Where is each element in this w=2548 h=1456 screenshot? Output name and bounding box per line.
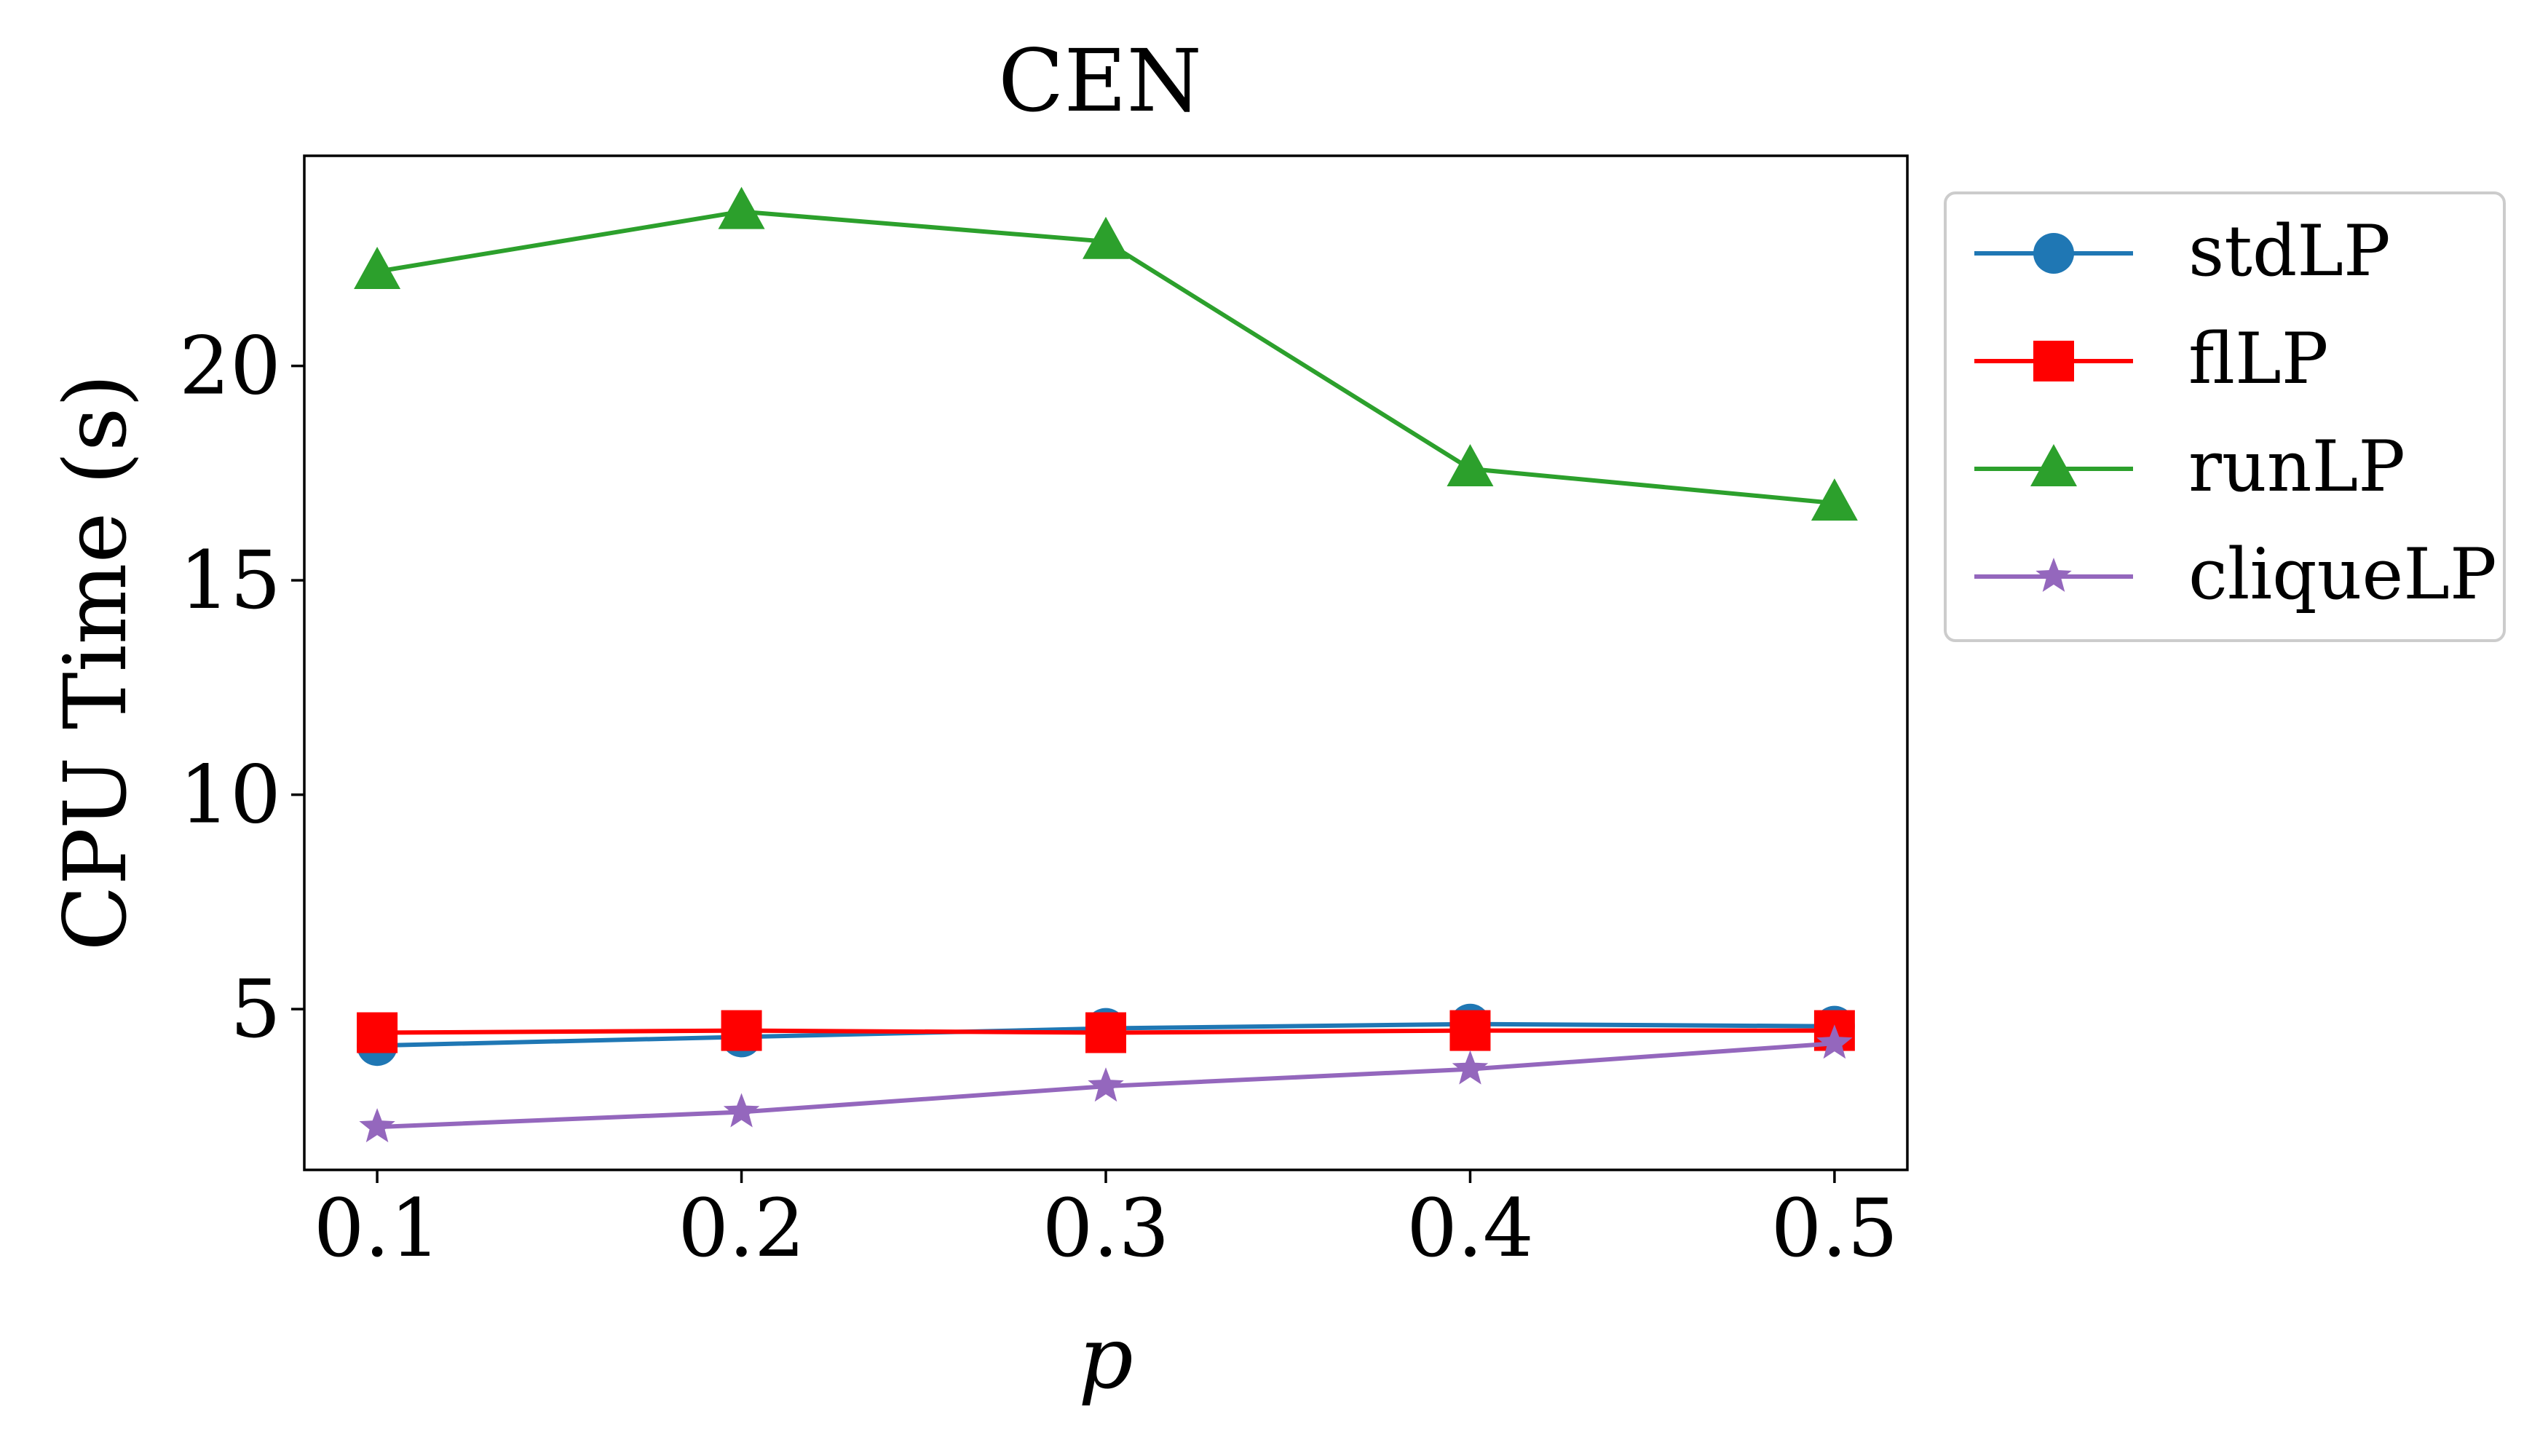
series-flLP [357, 1010, 1855, 1053]
y-tick-label: 20 [179, 320, 281, 413]
legend: stdLP flLP runLP cliqueLP [1944, 191, 2506, 642]
data-point-flLP [1449, 1010, 1491, 1051]
data-point-flLP [721, 1010, 762, 1051]
legend-frame [1944, 191, 2506, 642]
data-point-cliqueLP [359, 1108, 395, 1143]
data-point-cliqueLP [1088, 1067, 1124, 1102]
data-point-cliqueLP [1452, 1050, 1489, 1085]
data-point-runLP [1083, 216, 1129, 259]
x-axis-label: p [1078, 1307, 1133, 1408]
legend-label: stdLP [2188, 210, 2391, 292]
x-tick-label: 0.5 [1770, 1182, 1898, 1275]
y-tick-label: 5 [230, 962, 281, 1056]
x-tick-label: 0.3 [1042, 1182, 1170, 1275]
legend-entry-flLP: flLP [1974, 318, 2328, 400]
y-axis: 5 10 15 20 [179, 320, 304, 1056]
data-point-runLP [718, 186, 765, 229]
legend-label: flLP [2188, 318, 2328, 400]
data-point-runLP [1447, 443, 1494, 486]
plot-area: 0.1 0.2 0.3 0.4 0.5 5 10 15 20 [179, 154, 1909, 1275]
data-point-runLP [354, 247, 401, 290]
data-point-cliqueLP [1816, 1024, 1853, 1059]
chart-title: CEN [998, 31, 1202, 131]
legend-entry-stdLP: stdLP [1974, 210, 2391, 292]
x-axis: 0.1 0.2 0.3 0.4 0.5 [314, 1170, 1898, 1275]
legend-label: runLP [2188, 426, 2405, 507]
legend-marker-square-icon [2033, 341, 2074, 381]
y-tick-label: 10 [179, 748, 281, 842]
series-runLP [354, 186, 1858, 521]
x-tick-label: 0.1 [314, 1182, 441, 1275]
legend-entry-cliqueLP: cliqueLP [1974, 534, 2497, 615]
data-point-cliqueLP [723, 1093, 760, 1128]
legend-label: cliqueLP [2188, 534, 2497, 615]
data-point-flLP [1085, 1012, 1126, 1053]
legend-marker-circle-icon [2033, 233, 2074, 274]
series-cliqueLP [359, 1024, 1853, 1143]
y-tick-label: 15 [179, 534, 281, 627]
x-tick-label: 0.4 [1406, 1182, 1534, 1275]
legend-entry-runLP: runLP [1974, 426, 2405, 507]
data-point-flLP [357, 1012, 398, 1053]
legend-marker-star-icon [2035, 558, 2072, 592]
data-point-runLP [1811, 478, 1858, 521]
series-layer [354, 186, 1858, 1143]
y-axis-label: CPU Time (s) [45, 374, 146, 951]
legend-marker-triangle-icon [2030, 444, 2077, 486]
x-tick-label: 0.2 [678, 1182, 805, 1275]
